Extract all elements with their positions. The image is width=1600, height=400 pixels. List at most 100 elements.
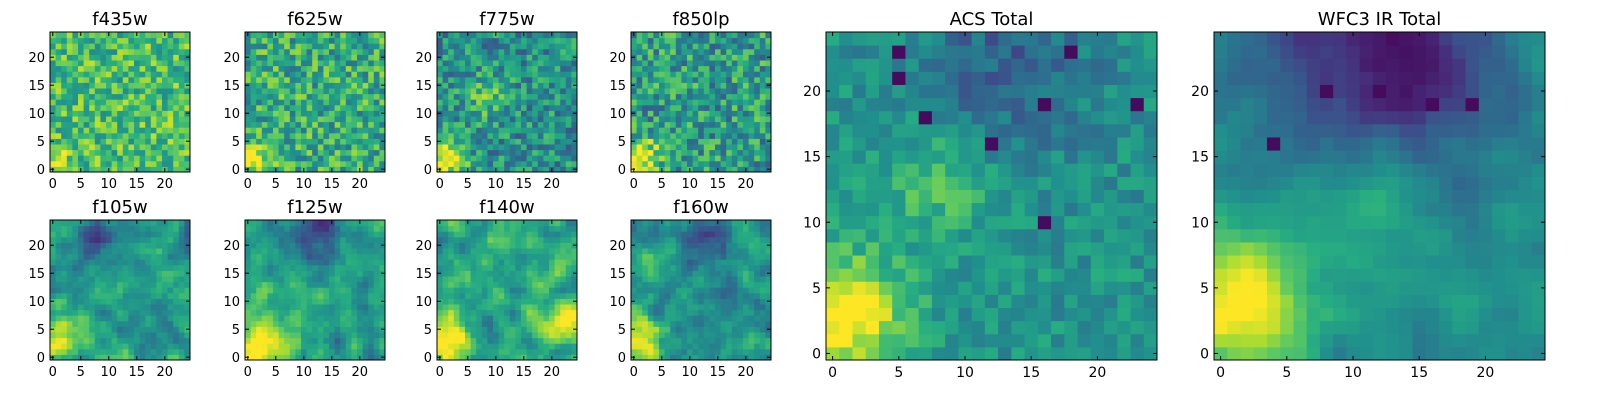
heatmap-cell [498, 298, 505, 305]
heatmap-cell [487, 270, 494, 277]
heatmap-cell [754, 281, 761, 288]
heatmap-cell [278, 326, 285, 333]
heatmap-cell [675, 88, 682, 95]
heatmap-cell [250, 253, 257, 260]
heatmap-cell [94, 82, 101, 89]
heatmap-cell [289, 104, 296, 111]
heatmap-cell [493, 60, 500, 67]
heatmap-cell [284, 270, 291, 277]
heatmap-cell [703, 337, 710, 344]
heatmap-cell [162, 116, 169, 123]
heatmap-cell [83, 43, 90, 50]
heatmap-cell [128, 60, 135, 67]
heatmap-cell [134, 320, 141, 327]
heatmap-cell [715, 43, 722, 50]
heatmap-cell [647, 60, 654, 67]
heatmap-cell [117, 304, 124, 311]
heatmap-cell [659, 71, 666, 78]
heatmap-cell [89, 326, 96, 333]
heatmap-cell [284, 354, 291, 361]
heatmap-cell [675, 110, 682, 117]
heatmap-cell [150, 88, 157, 95]
heatmap-cell [470, 155, 477, 162]
heatmap-cell [139, 54, 146, 61]
heatmap-cell [83, 48, 90, 55]
heatmap-cell [117, 220, 124, 227]
heatmap-cell [504, 138, 511, 145]
heatmap-cell [122, 309, 129, 316]
heatmap-cell [631, 337, 638, 344]
heatmap-cell [675, 121, 682, 128]
heatmap-cell [289, 71, 296, 78]
heatmap-cell [493, 276, 500, 283]
heatmap-cell [715, 71, 722, 78]
heatmap-cell [448, 93, 455, 100]
heatmap-cell [754, 332, 761, 339]
heatmap-cell [537, 149, 544, 156]
heatmap-cell [55, 354, 62, 361]
heatmap-cell [340, 99, 347, 106]
heatmap-cell [357, 132, 364, 139]
heatmap-cell [481, 88, 488, 95]
heatmap-cell [453, 337, 460, 344]
heatmap-cell [537, 76, 544, 83]
heatmap-cell [470, 144, 477, 151]
heatmap-cell [323, 138, 330, 145]
heatmap-cell [703, 88, 710, 95]
heatmap-cell [543, 320, 550, 327]
heatmap-cell [765, 76, 772, 83]
heatmap-cell [256, 264, 263, 271]
heatmap-cell [267, 332, 274, 339]
heatmap-cell [659, 88, 666, 95]
heatmap-cell [681, 144, 688, 151]
heatmap-cell [498, 348, 505, 355]
axes-frame [244, 31, 386, 173]
heatmap-cell [139, 337, 146, 344]
heatmap-cell [731, 93, 738, 100]
heatmap-cell [250, 93, 257, 100]
heatmap-cell [681, 82, 688, 89]
heatmap-cell [737, 65, 744, 72]
heatmap-cell [55, 253, 62, 260]
heatmap-cell [448, 253, 455, 260]
heatmap-cell [89, 71, 96, 78]
x-tick-label: 5 [464, 365, 472, 380]
heatmap-cell [50, 43, 57, 50]
heatmap-cell [754, 116, 761, 123]
heatmap-cell [178, 121, 185, 128]
heatmap-cell [357, 99, 364, 106]
heatmap-cell [173, 43, 180, 50]
heatmap-cell [55, 82, 62, 89]
heatmap-cell [362, 160, 369, 167]
heatmap-cell [173, 121, 180, 128]
heatmap-cell [373, 88, 380, 95]
heatmap-cell [748, 121, 755, 128]
heatmap-cell [465, 71, 472, 78]
heatmap-cell [659, 48, 666, 55]
heatmap-cell [301, 60, 308, 67]
heatmap-cell [184, 149, 191, 156]
heatmap-cell [261, 231, 268, 238]
heatmap-cell [289, 270, 296, 277]
heatmap-cell [273, 127, 280, 134]
heatmap-cell [184, 37, 191, 44]
heatmap-cell [173, 309, 180, 316]
heatmap-cell [250, 315, 257, 322]
heatmap-cell [560, 281, 567, 288]
heatmap-cell [373, 259, 380, 266]
heatmap-cell [442, 32, 449, 39]
heatmap-cell [543, 76, 550, 83]
panel-title: f850lp [672, 9, 729, 30]
heatmap-cell [351, 281, 358, 288]
heatmap-cell [521, 287, 528, 294]
heatmap-cell [493, 326, 500, 333]
heatmap-cell [61, 225, 68, 232]
heatmap-cell [156, 144, 163, 151]
heatmap-cell [726, 332, 733, 339]
heatmap-cell [173, 337, 180, 344]
heatmap-cell [521, 270, 528, 277]
heatmap-cell [128, 236, 135, 243]
heatmap-cell [306, 43, 313, 50]
heatmap-cell [245, 144, 252, 151]
